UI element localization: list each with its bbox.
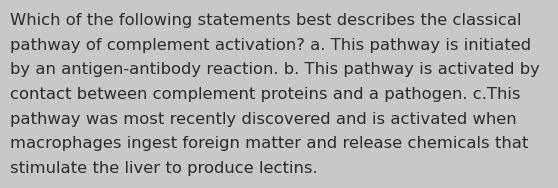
Text: contact between complement proteins and a pathogen. c.This: contact between complement proteins and … bbox=[10, 87, 521, 102]
Text: macrophages ingest foreign matter and release chemicals that: macrophages ingest foreign matter and re… bbox=[10, 136, 528, 151]
Text: pathway of complement activation? a. This pathway is initiated: pathway of complement activation? a. Thi… bbox=[10, 38, 531, 53]
Text: Which of the following statements best describes the classical: Which of the following statements best d… bbox=[10, 13, 522, 28]
Text: pathway was most recently discovered and is activated when: pathway was most recently discovered and… bbox=[10, 112, 517, 127]
Text: stimulate the liver to produce lectins.: stimulate the liver to produce lectins. bbox=[10, 161, 318, 176]
Text: by an antigen-antibody reaction. b. This pathway is activated by: by an antigen-antibody reaction. b. This… bbox=[10, 62, 540, 77]
